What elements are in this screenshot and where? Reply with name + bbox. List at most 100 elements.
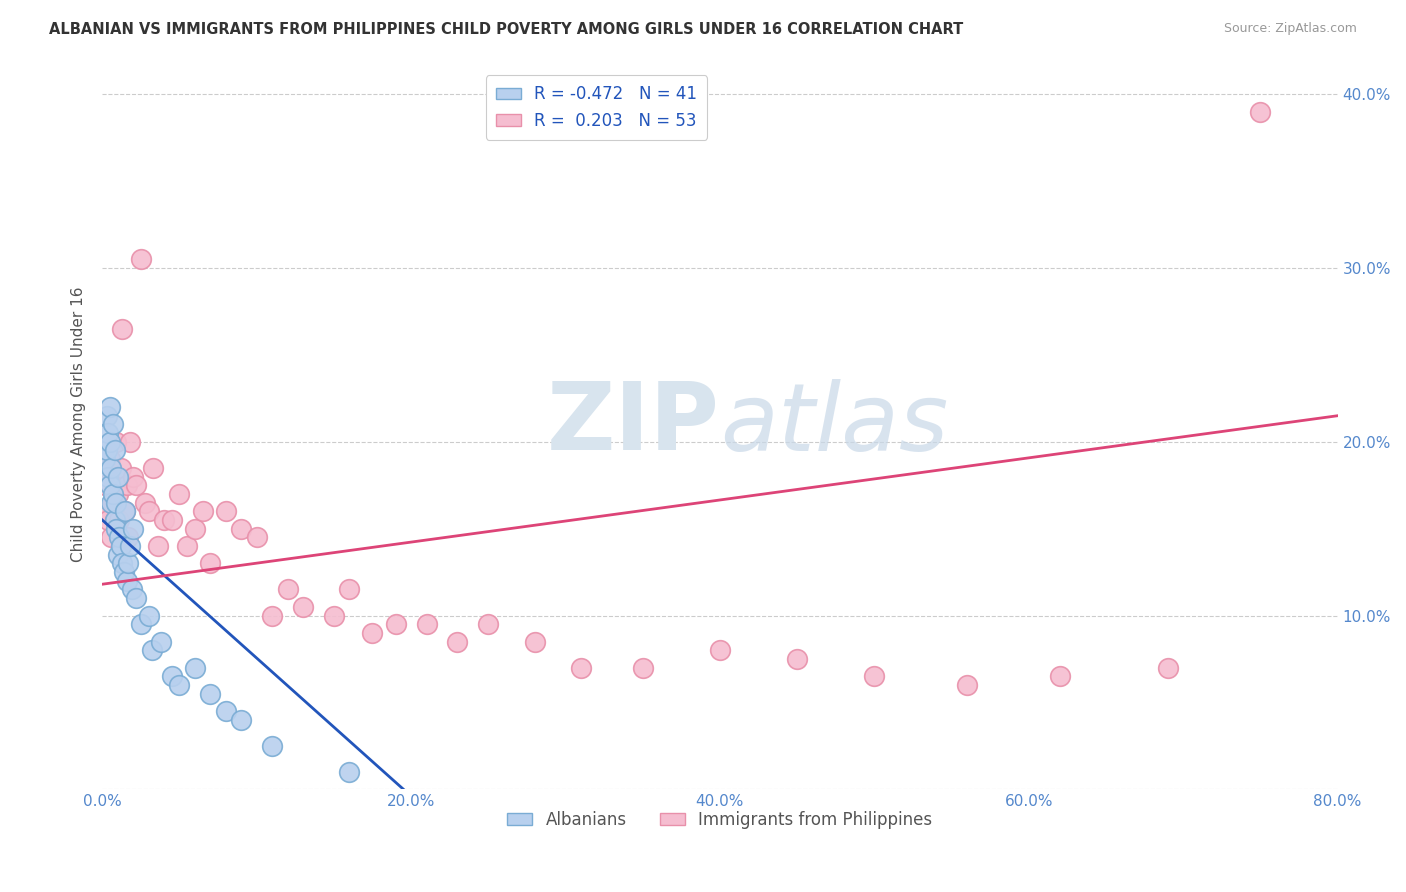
Point <box>110 539 132 553</box>
Point <box>337 764 360 779</box>
Point <box>98 434 121 449</box>
Point <box>103 513 125 527</box>
Point <box>115 478 138 492</box>
Point <box>200 687 222 701</box>
Point <box>96 504 118 518</box>
Point <box>160 513 183 527</box>
Point <box>101 495 124 509</box>
Text: atlas: atlas <box>720 379 948 470</box>
Point <box>184 522 207 536</box>
Point <box>111 322 134 336</box>
Point <box>100 460 122 475</box>
Point <box>108 530 131 544</box>
Point <box>138 504 160 518</box>
Point <box>107 469 129 483</box>
Point <box>117 530 139 544</box>
Point <box>97 426 120 441</box>
Point <box>337 582 360 597</box>
Point <box>105 522 128 536</box>
Point <box>115 574 138 588</box>
Point <box>97 513 120 527</box>
Y-axis label: Child Poverty Among Girls Under 16: Child Poverty Among Girls Under 16 <box>72 286 86 562</box>
Point <box>231 713 253 727</box>
Point <box>107 548 129 562</box>
Point <box>105 434 128 449</box>
Point <box>103 443 125 458</box>
Point <box>523 634 546 648</box>
Point <box>105 495 128 509</box>
Text: ZIP: ZIP <box>547 378 720 470</box>
Point <box>276 582 298 597</box>
Point <box>101 487 124 501</box>
Point <box>149 634 172 648</box>
Point <box>125 478 148 492</box>
Point <box>114 504 136 518</box>
Point <box>169 678 191 692</box>
Point <box>200 557 222 571</box>
Point <box>121 582 143 597</box>
Point <box>141 643 163 657</box>
Point <box>215 704 238 718</box>
Point <box>231 522 253 536</box>
Legend: Albanians, Immigrants from Philippines: Albanians, Immigrants from Philippines <box>501 805 939 836</box>
Point <box>118 434 141 449</box>
Point <box>111 557 134 571</box>
Point <box>191 504 214 518</box>
Point <box>117 557 139 571</box>
Point <box>129 252 152 267</box>
Point <box>1049 669 1071 683</box>
Point <box>184 660 207 674</box>
Point <box>100 530 122 544</box>
Point <box>125 591 148 606</box>
Point <box>94 452 117 467</box>
Point <box>176 539 198 553</box>
Point <box>97 469 120 483</box>
Point <box>96 409 118 423</box>
Point <box>1249 104 1271 119</box>
Point <box>103 513 125 527</box>
Point <box>477 617 499 632</box>
Point <box>384 617 406 632</box>
Point <box>709 643 731 657</box>
Point <box>118 539 141 553</box>
Point <box>101 417 124 432</box>
Point <box>262 739 284 753</box>
Point <box>114 504 136 518</box>
Point <box>153 513 176 527</box>
Point <box>786 652 808 666</box>
Point <box>94 478 117 492</box>
Point <box>110 460 132 475</box>
Point <box>129 617 152 632</box>
Point <box>108 513 131 527</box>
Point <box>361 625 384 640</box>
Point <box>146 539 169 553</box>
Point <box>96 443 118 458</box>
Point <box>415 617 437 632</box>
Point <box>134 495 156 509</box>
Point <box>322 608 344 623</box>
Point <box>246 530 269 544</box>
Text: ALBANIAN VS IMMIGRANTS FROM PHILIPPINES CHILD POVERTY AMONG GIRLS UNDER 16 CORRE: ALBANIAN VS IMMIGRANTS FROM PHILIPPINES … <box>49 22 963 37</box>
Text: Source: ZipAtlas.com: Source: ZipAtlas.com <box>1223 22 1357 36</box>
Point <box>122 522 145 536</box>
Point <box>956 678 979 692</box>
Point <box>112 565 135 579</box>
Point <box>262 608 284 623</box>
Point <box>160 669 183 683</box>
Point <box>142 460 165 475</box>
Point <box>100 495 122 509</box>
Point <box>98 478 121 492</box>
Point <box>215 504 238 518</box>
Point <box>291 599 314 614</box>
Point <box>169 487 191 501</box>
Point <box>138 608 160 623</box>
Point <box>1157 660 1180 674</box>
Point <box>863 669 886 683</box>
Point <box>98 400 121 414</box>
Point <box>107 487 129 501</box>
Point <box>446 634 468 648</box>
Point <box>569 660 592 674</box>
Point <box>98 452 121 467</box>
Point <box>631 660 654 674</box>
Point <box>122 469 145 483</box>
